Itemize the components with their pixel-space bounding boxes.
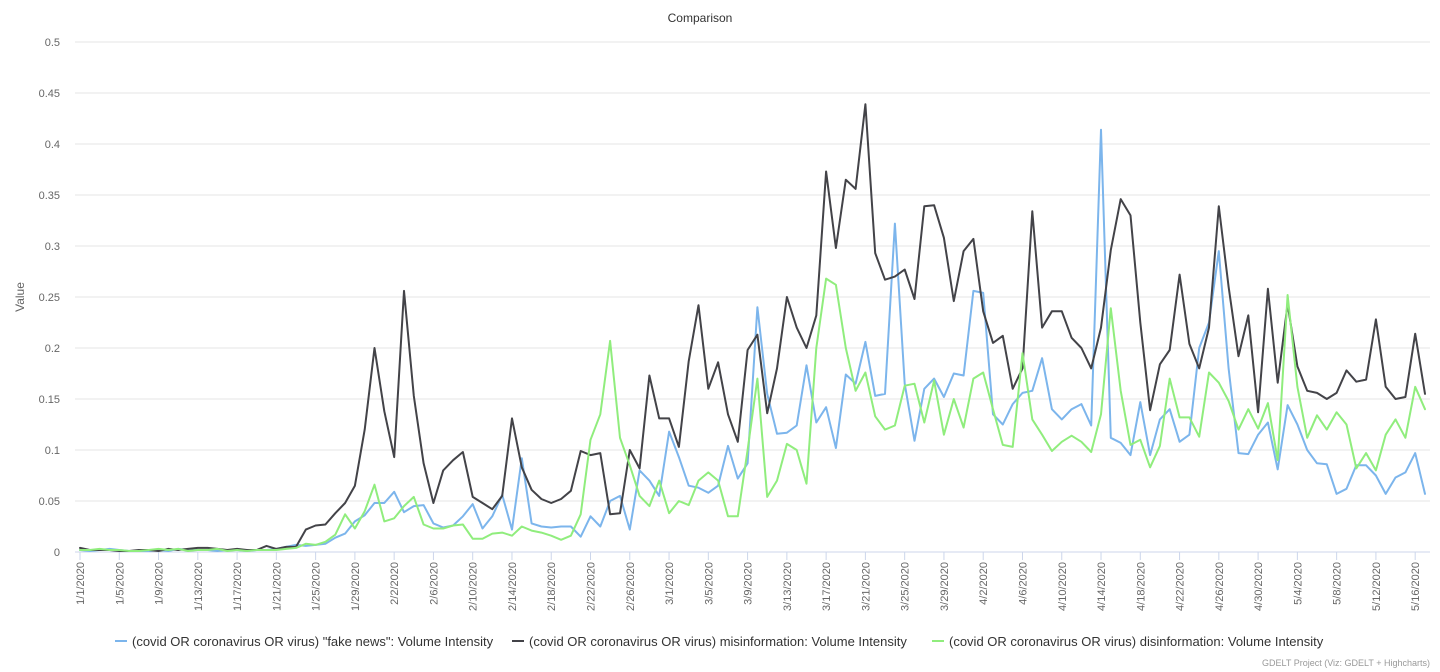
y-tick-label: 0.05 bbox=[39, 496, 60, 508]
legend-label: (covid OR coronavirus OR virus) misinfor… bbox=[529, 634, 907, 649]
x-tick-label: 1/21/2020 bbox=[271, 562, 283, 611]
x-tick-label: 2/26/2020 bbox=[625, 562, 637, 611]
x-tick-label: 4/26/2020 bbox=[1214, 562, 1226, 611]
x-tick-label: 2/6/2020 bbox=[428, 562, 440, 605]
x-tick-label: 3/13/2020 bbox=[782, 562, 794, 611]
legend-item-3[interactable]: (covid OR coronavirus OR virus) disinfor… bbox=[932, 634, 1324, 649]
x-tick-label: 5/16/2020 bbox=[1410, 562, 1422, 611]
y-tick-label: 0.45 bbox=[39, 88, 60, 100]
x-tick-label: 1/29/2020 bbox=[350, 562, 362, 611]
chart-title: Comparison bbox=[668, 11, 733, 25]
x-tick-label: 4/30/2020 bbox=[1253, 562, 1265, 611]
legend-label: (covid OR coronavirus OR virus) disinfor… bbox=[949, 634, 1324, 649]
x-tick-label: 2/22/2020 bbox=[586, 562, 598, 611]
y-tick-label: 0.4 bbox=[45, 139, 60, 151]
x-tick-label: 3/1/2020 bbox=[664, 562, 676, 605]
x-tick-label: 2/14/2020 bbox=[507, 562, 519, 611]
x-tick-label: 3/9/2020 bbox=[743, 562, 755, 605]
x-tick-label: 3/17/2020 bbox=[821, 562, 833, 611]
y-tick-label: 0.5 bbox=[45, 37, 60, 49]
y-tick-label: 0.25 bbox=[39, 292, 60, 304]
series-line-1[interactable] bbox=[80, 130, 1425, 551]
y-axis-label: Value bbox=[13, 282, 27, 312]
x-tick-label: 4/22/2020 bbox=[1175, 562, 1187, 611]
x-tick-label: 2/18/2020 bbox=[546, 562, 558, 611]
x-tick-label: 4/18/2020 bbox=[1135, 562, 1147, 611]
y-tick-label: 0 bbox=[54, 547, 60, 559]
series-line-2[interactable] bbox=[80, 104, 1425, 551]
x-tick-label: 4/10/2020 bbox=[1057, 562, 1069, 611]
x-tick-label: 4/2/2020 bbox=[978, 562, 990, 605]
x-tick-label: 1/25/2020 bbox=[311, 562, 323, 611]
gridlines bbox=[75, 42, 1430, 552]
y-tick-label: 0.3 bbox=[45, 241, 60, 253]
legend-item-2[interactable]: (covid OR coronavirus OR virus) misinfor… bbox=[512, 634, 907, 649]
x-tick-label: 5/4/2020 bbox=[1292, 562, 1304, 605]
x-tick-label: 5/8/2020 bbox=[1332, 562, 1344, 605]
x-tick-label: 3/21/2020 bbox=[860, 562, 872, 611]
x-tick-label: 3/25/2020 bbox=[900, 562, 912, 611]
x-tick-label: 2/10/2020 bbox=[468, 562, 480, 611]
legend[interactable]: (covid OR coronavirus OR virus) "fake ne… bbox=[115, 634, 1324, 649]
x-tick-labels: 1/1/2020 1/5/2020 1/9/2020 1/13/2020 1/17/20… bbox=[75, 552, 1422, 611]
x-tick-label: 4/6/2020 bbox=[1017, 562, 1029, 605]
x-tick-label: 4/14/2020 bbox=[1096, 562, 1108, 611]
series-lines bbox=[80, 104, 1425, 551]
legend-label: (covid OR coronavirus OR virus) "fake ne… bbox=[132, 634, 494, 649]
y-tick-label: 0.2 bbox=[45, 343, 60, 355]
x-tick-label: 1/1/2020 bbox=[75, 562, 87, 605]
x-tick-label: 2/2/2020 bbox=[389, 562, 401, 605]
x-tick-label: 5/12/2020 bbox=[1371, 562, 1383, 611]
x-tick-label: 3/5/2020 bbox=[703, 562, 715, 605]
y-tick-label: 0.15 bbox=[39, 394, 60, 406]
x-tick-label: 1/5/2020 bbox=[114, 562, 126, 605]
chart-credit[interactable]: GDELT Project (Viz: GDELT + Highcharts) bbox=[1262, 658, 1430, 668]
y-tick-label: 0.35 bbox=[39, 190, 60, 202]
x-tick-label: 1/13/2020 bbox=[193, 562, 205, 611]
y-tick-labels: 0 0.05 0.1 0.15 0.2 0.25 0.3 0.35 0.4 0.45 0.5 bbox=[39, 37, 60, 559]
x-tick-label: 1/17/2020 bbox=[232, 562, 244, 611]
legend-item-1[interactable]: (covid OR coronavirus OR virus) "fake ne… bbox=[115, 634, 494, 649]
x-tick-label: 1/9/2020 bbox=[154, 562, 166, 605]
x-tick-label: 3/29/2020 bbox=[939, 562, 951, 611]
series-line-3[interactable] bbox=[80, 279, 1425, 551]
y-tick-label: 0.1 bbox=[45, 445, 60, 457]
